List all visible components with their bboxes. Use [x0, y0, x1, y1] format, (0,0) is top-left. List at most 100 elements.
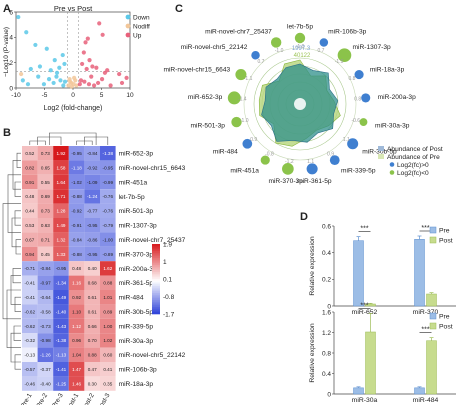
heat-cell	[100, 203, 116, 218]
colorbar-tick-label: 1	[163, 259, 167, 266]
point-up-3	[83, 40, 88, 45]
heat-cell	[22, 246, 38, 262]
log2fc-bubble	[337, 48, 352, 63]
heat-cell-value: 0.91	[25, 180, 34, 185]
colorbar-segment	[152, 286, 160, 289]
heat-cell-value: 1.12	[72, 324, 81, 329]
radial-legend-swatch	[378, 154, 384, 159]
colorbar-segment	[152, 279, 160, 282]
heat-cell	[100, 218, 116, 233]
heat-cell	[84, 160, 100, 175]
heat-cell-value: -0.58	[40, 309, 51, 314]
heat-cell	[100, 376, 116, 391]
bar-legend-label: Pre	[439, 314, 450, 321]
heat-cell	[22, 290, 38, 305]
point-up-2	[85, 36, 90, 41]
point-down-17	[51, 80, 56, 86]
log2fc-bubble	[242, 138, 253, 149]
point-down-12	[36, 74, 41, 79]
heat-cell	[100, 290, 116, 305]
radial-label: miR-361-5p	[297, 178, 332, 185]
heat-cell	[37, 232, 54, 247]
radial-label: miR-501-3p	[191, 123, 226, 130]
point-up-7	[90, 64, 95, 69]
bar-legend-swatch	[429, 226, 437, 234]
heat-cell	[84, 146, 100, 161]
legend-label-up: Up	[133, 32, 142, 39]
log2fc-value: 1.1	[343, 137, 350, 143]
heat-cell	[68, 347, 85, 362]
heat-cell	[100, 146, 116, 161]
legend-label-down: Down	[133, 14, 150, 21]
colorbar-segment	[152, 310, 160, 313]
point-nodiff-6	[74, 83, 79, 88]
heat-cell	[37, 174, 54, 190]
heat-cell-value: 1.04	[72, 353, 81, 358]
log2fc-bubble	[319, 38, 329, 47]
heat-cell	[22, 333, 38, 348]
point-down-18	[41, 82, 47, 87]
heat-cell	[37, 333, 54, 348]
point-up-0	[97, 21, 102, 26]
heat-cell-value: -0.95	[87, 252, 98, 257]
heat-cell-value: -0.95	[56, 266, 67, 271]
log2fc-bubble	[359, 118, 368, 126]
heat-row-label: miR-novel-chr7_25437	[119, 237, 186, 244]
heat-row-label: miR-361-5p	[119, 280, 154, 287]
point-nodiff-8	[72, 75, 77, 80]
heat-cell	[84, 275, 100, 290]
radial-center	[294, 98, 306, 110]
bar-legend-label: Post	[439, 324, 453, 331]
heat-cell-value: 0.61	[88, 295, 97, 300]
heat-cell	[22, 275, 38, 290]
radial-outer-ring	[243, 47, 357, 161]
point-down-7	[57, 65, 62, 70]
panel-letter-c: C	[175, 3, 183, 15]
heat-cell-value: 0.88	[103, 281, 112, 286]
radial-label: miR-30a-3p	[375, 123, 410, 130]
colorbar-segment	[152, 300, 160, 303]
heat-cell-value: -0.95	[87, 223, 98, 228]
heat-cell-value: 0.48	[25, 194, 34, 199]
heat-cell-value: -1.24	[87, 194, 98, 199]
heat-cell	[53, 189, 69, 204]
bar-chart-bottom: 0 0.4 0.8 1.2 1.6 Relative expression *** miR-3…	[309, 303, 456, 404]
radial-label: miR-novel-chr5_22142	[181, 44, 248, 51]
heat-cell-value: -0.13	[25, 353, 36, 358]
heat-cell-value: 0.67	[25, 237, 34, 242]
heat-cell	[37, 376, 54, 391]
colorbar-segment	[152, 305, 160, 308]
heat-cell-value: 0.48	[72, 266, 81, 271]
heat-cell	[22, 174, 38, 190]
radial-label: miR-370-3p	[268, 178, 303, 185]
heat-cell	[84, 362, 100, 377]
heat-cell	[84, 232, 100, 247]
point-down-16	[62, 79, 68, 84]
colorbar-segment	[152, 263, 160, 266]
heat-cell	[53, 362, 69, 377]
radial-legend-swatch	[378, 146, 384, 151]
log2fc-value: 0.8	[348, 76, 355, 82]
colorbar-segment	[152, 280, 160, 283]
x-tick-label: -5	[42, 92, 48, 99]
heat-cell-value: -0.88	[71, 252, 82, 257]
point-up-11	[102, 70, 108, 75]
log2fc-value: 0.9	[327, 151, 334, 157]
bar-category-label: miR-484	[413, 397, 439, 404]
heat-cell-value: 0.40	[88, 266, 97, 271]
point-nodiff-0	[19, 71, 24, 77]
radial-ring	[253, 57, 347, 151]
heat-cell-value: 1.28	[57, 209, 66, 214]
bar-y-tick-label: 0.6	[322, 223, 331, 230]
y-tick-label: 0	[9, 85, 13, 92]
heat-cell-value: 0.63	[41, 223, 50, 228]
log2fc-bubble	[270, 37, 282, 48]
heat-cell	[84, 174, 100, 190]
point-up-1	[100, 32, 105, 37]
heat-cell	[100, 362, 116, 377]
y-tick-label: 4	[9, 35, 13, 42]
point-up-6	[80, 61, 85, 67]
heat-cell-value: -0.76	[103, 194, 114, 199]
colorbar-segment	[152, 293, 160, 296]
